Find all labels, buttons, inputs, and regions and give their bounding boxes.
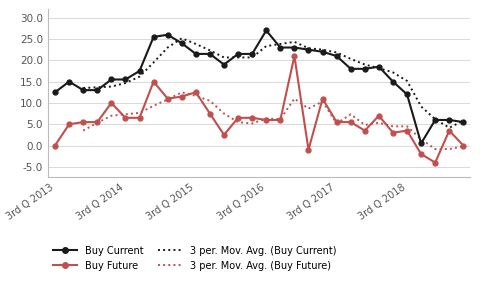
Legend: Buy Current, Buy Future, 3 per. Mov. Avg. (Buy Current), 3 per. Mov. Avg. (Buy F: Buy Current, Buy Future, 3 per. Mov. Avg…: [53, 246, 337, 271]
